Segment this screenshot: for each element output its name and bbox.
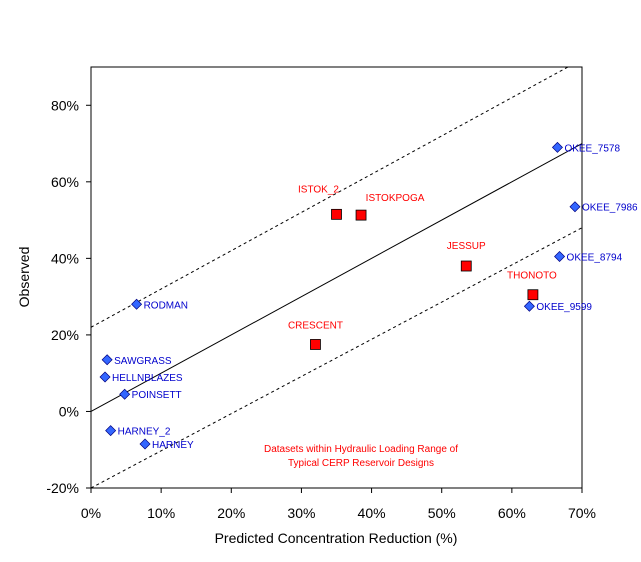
data-point-okee_7986 — [569, 201, 581, 213]
data-point-istok_2 — [331, 208, 342, 220]
point-label-okee_7986: OKEE_7986 — [582, 203, 638, 214]
point-label-crescent: CRESCENT — [288, 320, 343, 331]
data-point-jessup — [460, 260, 472, 272]
data-point-hellnblazes — [99, 371, 111, 383]
point-label-hellnblazes: HELLNBLAZES — [112, 373, 183, 384]
x-tick-label: 10% — [147, 505, 175, 521]
point-label-okee_8794: OKEE_8794 — [567, 252, 623, 263]
point-label-poinsett: POINSETT — [132, 390, 182, 401]
data-point-thonoto — [527, 289, 539, 301]
y-tick-label: -20% — [46, 480, 79, 496]
y-tick-label: 60% — [51, 174, 79, 190]
one-to-one-line — [91, 143, 582, 412]
data-point-okee_7578 — [551, 141, 563, 153]
x-tick-label: 70% — [568, 505, 596, 521]
point-label-jessup: JESSUP — [447, 241, 486, 252]
point-label-harney: HARNEY — [152, 440, 194, 451]
data-point-crescent — [310, 339, 321, 350]
point-label-istok_2: ISTOK_2 — [298, 184, 339, 195]
point-label-sawgrass: SAWGRASS — [114, 356, 172, 367]
x-tick-label: 40% — [358, 505, 386, 521]
bound-line-2 — [91, 227, 582, 488]
x-tick-label: 60% — [498, 505, 526, 521]
y-tick-label: 20% — [51, 327, 79, 343]
data-point-harney_2 — [105, 425, 117, 437]
point-label-okee_9599: OKEE_9599 — [536, 302, 592, 313]
x-tick-label: 50% — [428, 505, 456, 521]
data-point-poinsett — [119, 388, 131, 400]
annotation-line-2: Typical CERP Reservoir Designs — [288, 458, 434, 469]
data-point-rodman — [131, 298, 143, 310]
point-label-rodman: RODMAN — [144, 300, 188, 311]
point-label-thonoto: THONOTO — [507, 271, 557, 282]
data-point-istokpoga — [355, 209, 367, 221]
data-point-harney — [139, 438, 151, 450]
data-point-okee_8794 — [554, 250, 566, 262]
y-axis-title: Observed — [16, 247, 32, 308]
x-axis-title: Predicted Concentration Reduction (%) — [215, 530, 458, 546]
x-tick-label: 30% — [287, 505, 315, 521]
point-label-okee_7578: OKEE_7578 — [564, 143, 620, 154]
y-tick-label: 0% — [59, 403, 79, 419]
x-tick-label: 20% — [217, 505, 245, 521]
x-tick-label: 0% — [81, 505, 101, 521]
annotation-line-1: Datasets within Hydraulic Loading Range … — [264, 444, 458, 455]
data-point-sawgrass — [101, 354, 113, 366]
y-tick-label: 40% — [51, 250, 79, 266]
point-label-istokpoga: ISTOKPOGA — [366, 193, 425, 204]
y-tick-label: 80% — [51, 97, 79, 113]
point-label-harney_2: HARNEY_2 — [118, 427, 171, 438]
data-point-okee_9599 — [523, 300, 535, 312]
